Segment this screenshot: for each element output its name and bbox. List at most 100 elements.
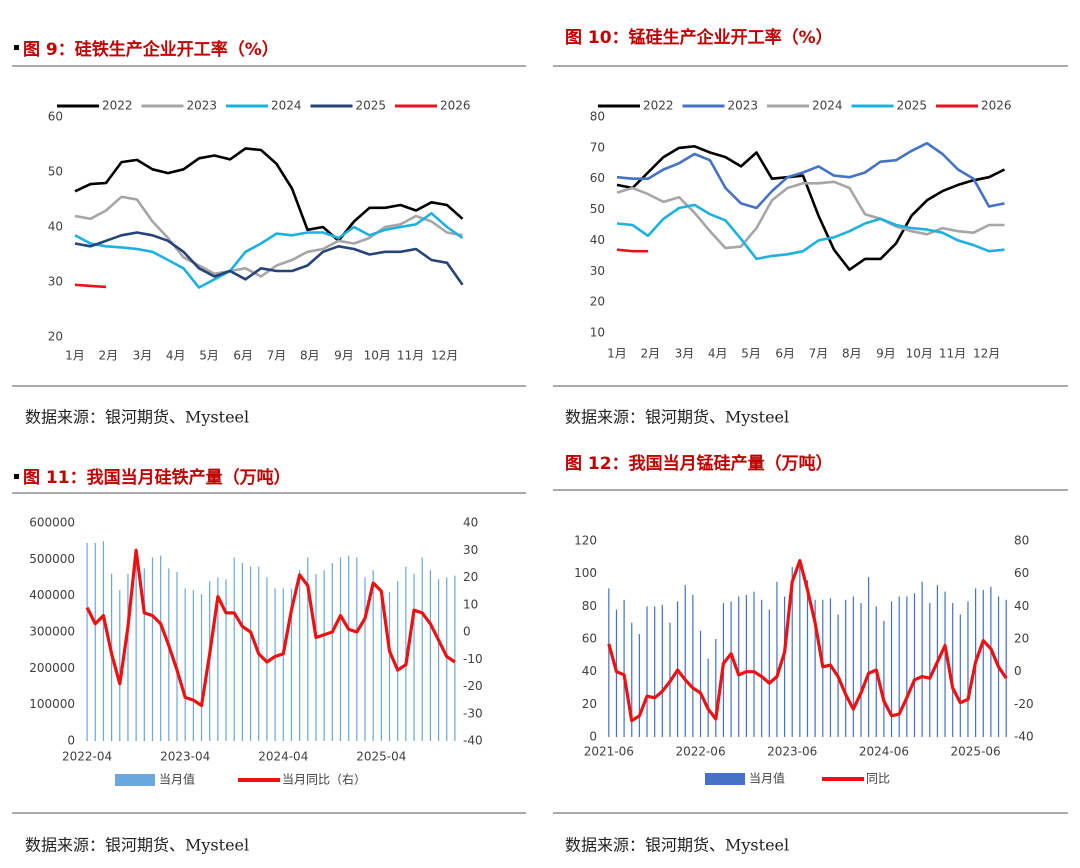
bar xyxy=(799,560,801,737)
y-tick-label: 20 xyxy=(48,330,63,344)
legend-label: 2023 xyxy=(728,99,759,113)
bar xyxy=(776,581,778,737)
y-tick-label: 100 xyxy=(574,566,597,580)
legend-label: 2026 xyxy=(440,99,471,113)
bar xyxy=(692,594,694,737)
bar xyxy=(646,606,648,737)
bar xyxy=(429,570,431,741)
y-tick-label: 40 xyxy=(48,220,63,234)
x-tick-label: 4月 xyxy=(708,347,728,361)
bar xyxy=(307,557,309,741)
bar xyxy=(168,568,170,741)
bar xyxy=(94,542,96,741)
x-tick-label: 11月 xyxy=(397,349,424,363)
series-line xyxy=(74,195,463,278)
series-line xyxy=(616,145,1006,271)
series-line xyxy=(616,203,1005,261)
y-tick-label: 60 xyxy=(48,110,63,124)
series-line xyxy=(85,548,456,708)
bar xyxy=(282,588,284,741)
y-tick-label: 70 xyxy=(590,140,605,154)
heading: 图 11：我国当月硅铁产量（万吨） xyxy=(23,467,291,488)
x-tick-label: 2022-04 xyxy=(62,750,112,764)
legend-label: 2025 xyxy=(897,99,928,113)
y-tick-label: 60 xyxy=(582,632,597,646)
legend-swatch xyxy=(115,774,155,786)
legend-label: 2026 xyxy=(981,99,1012,113)
bar xyxy=(86,542,88,741)
bar xyxy=(990,586,992,737)
bar xyxy=(791,567,793,737)
y-tick-label: 400000 xyxy=(29,588,75,602)
bar xyxy=(348,555,350,741)
y-tick-label: 80 xyxy=(590,110,605,124)
x-tick-label: 10月 xyxy=(364,349,391,363)
bar xyxy=(290,588,293,741)
y2-tick-label: -20 xyxy=(1014,697,1034,711)
y-tick-label: 10 xyxy=(590,326,605,340)
y-tick-label: 20 xyxy=(590,295,605,309)
y2-tick-label: -30 xyxy=(463,706,483,720)
bar xyxy=(454,575,456,741)
bar xyxy=(982,590,984,737)
bar xyxy=(944,591,946,737)
x-tick-label: 5月 xyxy=(199,349,219,363)
bar xyxy=(397,581,399,741)
y-tick-label: 500000 xyxy=(29,552,75,566)
y-tick-label: 30 xyxy=(48,275,63,289)
y-tick-label: 300000 xyxy=(29,625,75,639)
legend-label: 当月同比（右） xyxy=(282,772,366,787)
bar xyxy=(200,593,203,741)
y-tick-label: 120 xyxy=(574,534,597,548)
bar xyxy=(913,593,916,737)
legend-swatch xyxy=(705,773,745,785)
bar xyxy=(119,590,121,741)
x-tick-label: 12月 xyxy=(431,349,458,363)
x-tick-label: 6月 xyxy=(233,349,253,363)
bar xyxy=(806,580,809,737)
bar xyxy=(176,572,178,741)
x-tick-label: 7月 xyxy=(809,347,829,361)
y-tick-label: 20 xyxy=(582,697,597,711)
y-tick-label: 50 xyxy=(48,165,63,179)
y-tick-label: 0 xyxy=(67,734,75,748)
y2-tick-label: -20 xyxy=(463,679,483,693)
source: 数据来源：银河期货、Mysteel xyxy=(565,836,789,855)
bar xyxy=(745,594,747,737)
bar xyxy=(730,601,732,737)
bar xyxy=(1005,599,1007,737)
y2-tick-label: 20 xyxy=(1014,632,1029,646)
bar xyxy=(437,579,440,741)
bar xyxy=(217,577,219,741)
bar xyxy=(356,557,358,741)
bullet xyxy=(14,45,19,50)
legend-label: 2024 xyxy=(812,99,843,113)
bar xyxy=(608,588,610,737)
bar xyxy=(135,548,137,741)
source: 数据来源：银河期货、Mysteel xyxy=(25,836,249,855)
y-tick-label: 60 xyxy=(590,171,605,185)
bar xyxy=(661,604,663,737)
bar xyxy=(274,588,276,741)
y2-tick-label: 20 xyxy=(463,570,478,584)
bar xyxy=(890,601,893,737)
legend-label: 2022 xyxy=(102,99,133,113)
bar xyxy=(323,570,325,741)
bar xyxy=(127,573,129,741)
bar xyxy=(753,591,755,737)
x-tick-label: 5月 xyxy=(741,347,761,361)
x-tick-label: 2月 xyxy=(99,349,119,363)
bar xyxy=(768,609,770,737)
heading: 图 12：我国当月锰硅产量（万吨） xyxy=(565,453,833,474)
y2-tick-label: 40 xyxy=(463,516,478,530)
x-tick-label: 8月 xyxy=(842,347,862,361)
legend-label: 2023 xyxy=(187,99,218,113)
heading: 图 9：硅铁生产企业开工率（%） xyxy=(23,39,279,60)
bar xyxy=(631,622,633,737)
legend-label: 当月值 xyxy=(749,771,785,786)
x-tick-label: 10月 xyxy=(906,347,933,361)
bar xyxy=(967,601,969,737)
series-line xyxy=(616,180,1005,250)
x-tick-label: 6月 xyxy=(775,347,795,361)
